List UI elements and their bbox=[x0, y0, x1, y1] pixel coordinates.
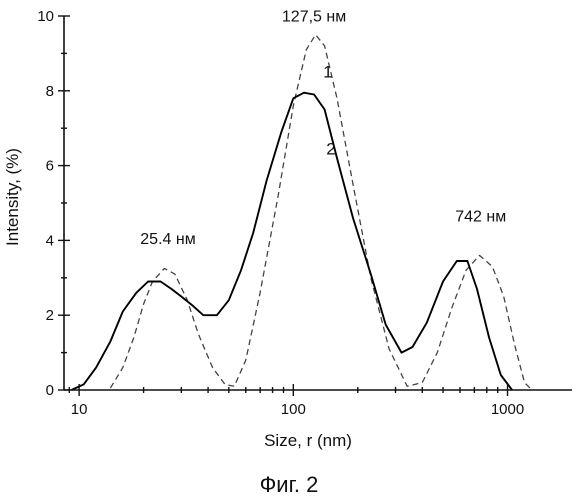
peak-label: 25.4 нм bbox=[140, 231, 195, 248]
y-tick-label: 0 bbox=[46, 382, 54, 399]
y-tick-label: 6 bbox=[46, 158, 54, 175]
ticks: 0 2 4 6 8 10 10 100 1000 bbox=[37, 8, 524, 418]
axes bbox=[64, 16, 572, 390]
series-line-2 bbox=[71, 93, 512, 390]
x-tick-label: 1000 bbox=[491, 401, 524, 418]
x-tick-label: 100 bbox=[281, 401, 306, 418]
y-axis-title: Intensity, (%) bbox=[3, 148, 22, 246]
y-tick-label: 10 bbox=[37, 8, 54, 25]
x-axis-title: Size, r (nm) bbox=[264, 431, 352, 450]
peak-label: 742 нм bbox=[455, 209, 506, 226]
y-tick-label: 2 bbox=[46, 307, 54, 324]
y-tick-label: 8 bbox=[46, 83, 54, 100]
curve-label: 2 bbox=[326, 139, 335, 158]
x-tick-label: 10 bbox=[71, 401, 88, 418]
y-tick-label: 4 bbox=[46, 232, 54, 249]
figure-caption: Фиг. 2 bbox=[260, 472, 319, 497]
curve-label: 1 bbox=[323, 63, 332, 82]
peak-label: 127,5 нм bbox=[282, 9, 346, 26]
